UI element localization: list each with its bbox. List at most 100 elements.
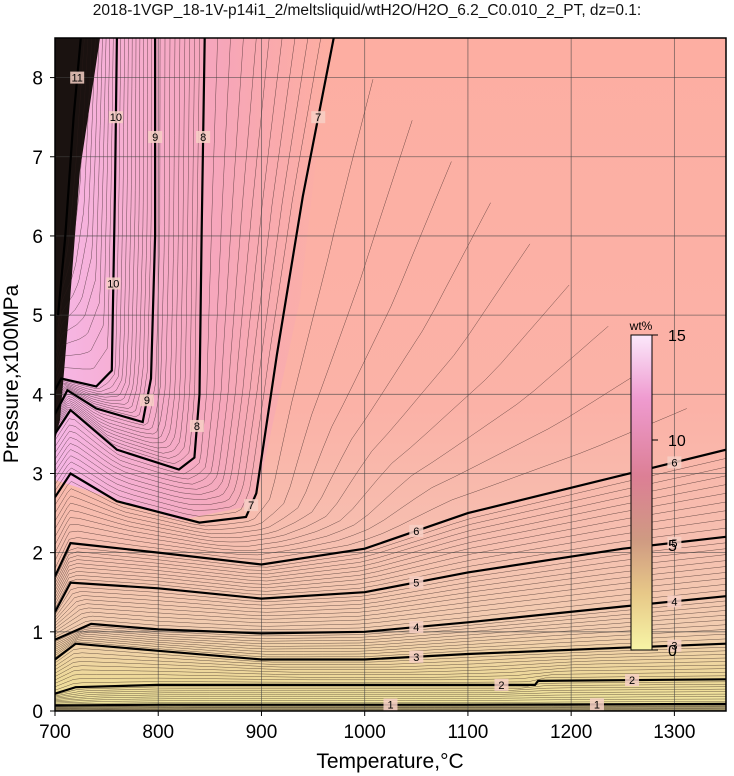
contour-label-bg: [667, 595, 682, 608]
contour-label-bg: [409, 576, 424, 589]
minor-contour: [55, 38, 218, 475]
minor-contour: [55, 605, 726, 644]
minor-contour: [55, 629, 726, 654]
minor-contour: [55, 38, 231, 480]
minor-contour: [55, 705, 726, 707]
minor-contour: [55, 590, 726, 638]
minor-contour: [55, 38, 191, 454]
minor-contour: [55, 638, 726, 658]
minor-contour: [55, 38, 144, 409]
minor-contour: [55, 38, 137, 403]
x-axis-label: Temperature,°C: [316, 750, 463, 773]
minor-contour: [55, 705, 726, 708]
y-tick-label: 2: [32, 544, 43, 565]
contour-label-bg: [196, 130, 211, 143]
contour-label-bg: [667, 536, 682, 549]
minor-contour: [55, 619, 726, 650]
minor-contour: [55, 38, 309, 511]
minor-contour: [55, 38, 107, 368]
y-tick-label: 8: [32, 69, 43, 90]
contour-line: [55, 38, 157, 424]
minor-contour: [55, 38, 133, 400]
colorbar-tick-label: 0: [668, 643, 677, 660]
minor-contour: [55, 519, 726, 606]
minor-contour: [55, 484, 726, 591]
minor-contour: [55, 510, 726, 602]
minor-contour: [55, 657, 726, 674]
minor-contour: [55, 668, 726, 684]
minor-contour: [55, 202, 491, 539]
contour-label-bg: [494, 678, 509, 691]
contour-line: [55, 535, 726, 613]
contour-label: 3: [671, 641, 677, 653]
contour-label: 7: [248, 500, 254, 512]
minor-contour: [55, 38, 176, 439]
contour-label: 9: [144, 395, 150, 407]
contour-label: 4: [671, 596, 677, 608]
minor-contour: [55, 614, 726, 648]
colorbar-scale: [630, 334, 653, 651]
x-tick-label: 1100: [447, 722, 488, 743]
minor-contour: [55, 675, 726, 691]
contour-label: 8: [200, 132, 206, 144]
contour-line: [55, 448, 726, 577]
contour-line: [55, 38, 118, 391]
dense-contour-wedge: [55, 38, 100, 440]
x-tick-label: 1000: [344, 722, 386, 743]
minor-contour: [55, 501, 726, 598]
minor-contour: [56, 38, 92, 338]
minor-contour: [55, 367, 648, 561]
minor-contour: [55, 542, 726, 615]
minor-contour: [55, 683, 726, 697]
contour-label: 5: [671, 538, 677, 550]
contour-label: 8: [194, 421, 200, 433]
contour-label-bg: [667, 456, 682, 469]
chart-title: 2018-1VGP_18-1V-p14i1_2/meltsliquid/wtH2…: [92, 2, 642, 19]
contour-label: 9: [152, 132, 158, 144]
y-tick-label: 5: [32, 306, 43, 327]
contour-label: 4: [413, 622, 419, 634]
plot-frame: [54, 37, 727, 712]
contour-label-bg: [409, 524, 424, 537]
y-tick-label: 7: [32, 148, 43, 169]
minor-contour: [55, 38, 110, 376]
colorbar: wt% 0 5 10 15: [629, 319, 686, 660]
minor-contour: [55, 600, 726, 642]
contour-label: 10: [110, 112, 122, 124]
contour-label-bg: [311, 111, 326, 124]
minor-contour: [55, 633, 726, 656]
contour-label-bg: [667, 639, 682, 652]
minor-contour: [55, 698, 726, 704]
minor-contour: [55, 686, 726, 698]
contour-label: 6: [413, 526, 419, 538]
x-tick-label: 900: [246, 722, 278, 743]
contour-label-bg: [589, 698, 604, 711]
minor-contour: [55, 38, 270, 495]
contour-label: 1: [387, 700, 393, 712]
contour-label-bg: [189, 419, 204, 432]
minor-contour: [55, 38, 181, 444]
contour-label-bg: [106, 277, 121, 290]
minor-contour: [55, 458, 726, 581]
contour-line: [55, 38, 206, 471]
minor-contour: [55, 624, 726, 652]
minor-contour: [55, 38, 125, 396]
colorbar-tick-label: 10: [668, 433, 686, 450]
minor-contour: [55, 691, 726, 700]
minor-contour: [55, 38, 166, 430]
contour-line: [55, 702, 726, 707]
minor-contour: [55, 38, 103, 361]
y-tick-label: 3: [32, 464, 43, 485]
minor-contour: [55, 161, 452, 535]
contour-label: 2: [629, 675, 635, 687]
colorbar-tick-label: 15: [668, 328, 686, 345]
contour-label: 2: [498, 680, 504, 692]
minor-contour: [55, 707, 726, 709]
minor-contour: [55, 38, 322, 517]
contour-label-bg: [409, 650, 424, 663]
minor-contour: [55, 566, 726, 627]
contour-line: [55, 38, 335, 524]
contour-label: 1: [594, 699, 600, 711]
minor-contour: [55, 475, 726, 588]
minor-contour: [55, 527, 726, 609]
